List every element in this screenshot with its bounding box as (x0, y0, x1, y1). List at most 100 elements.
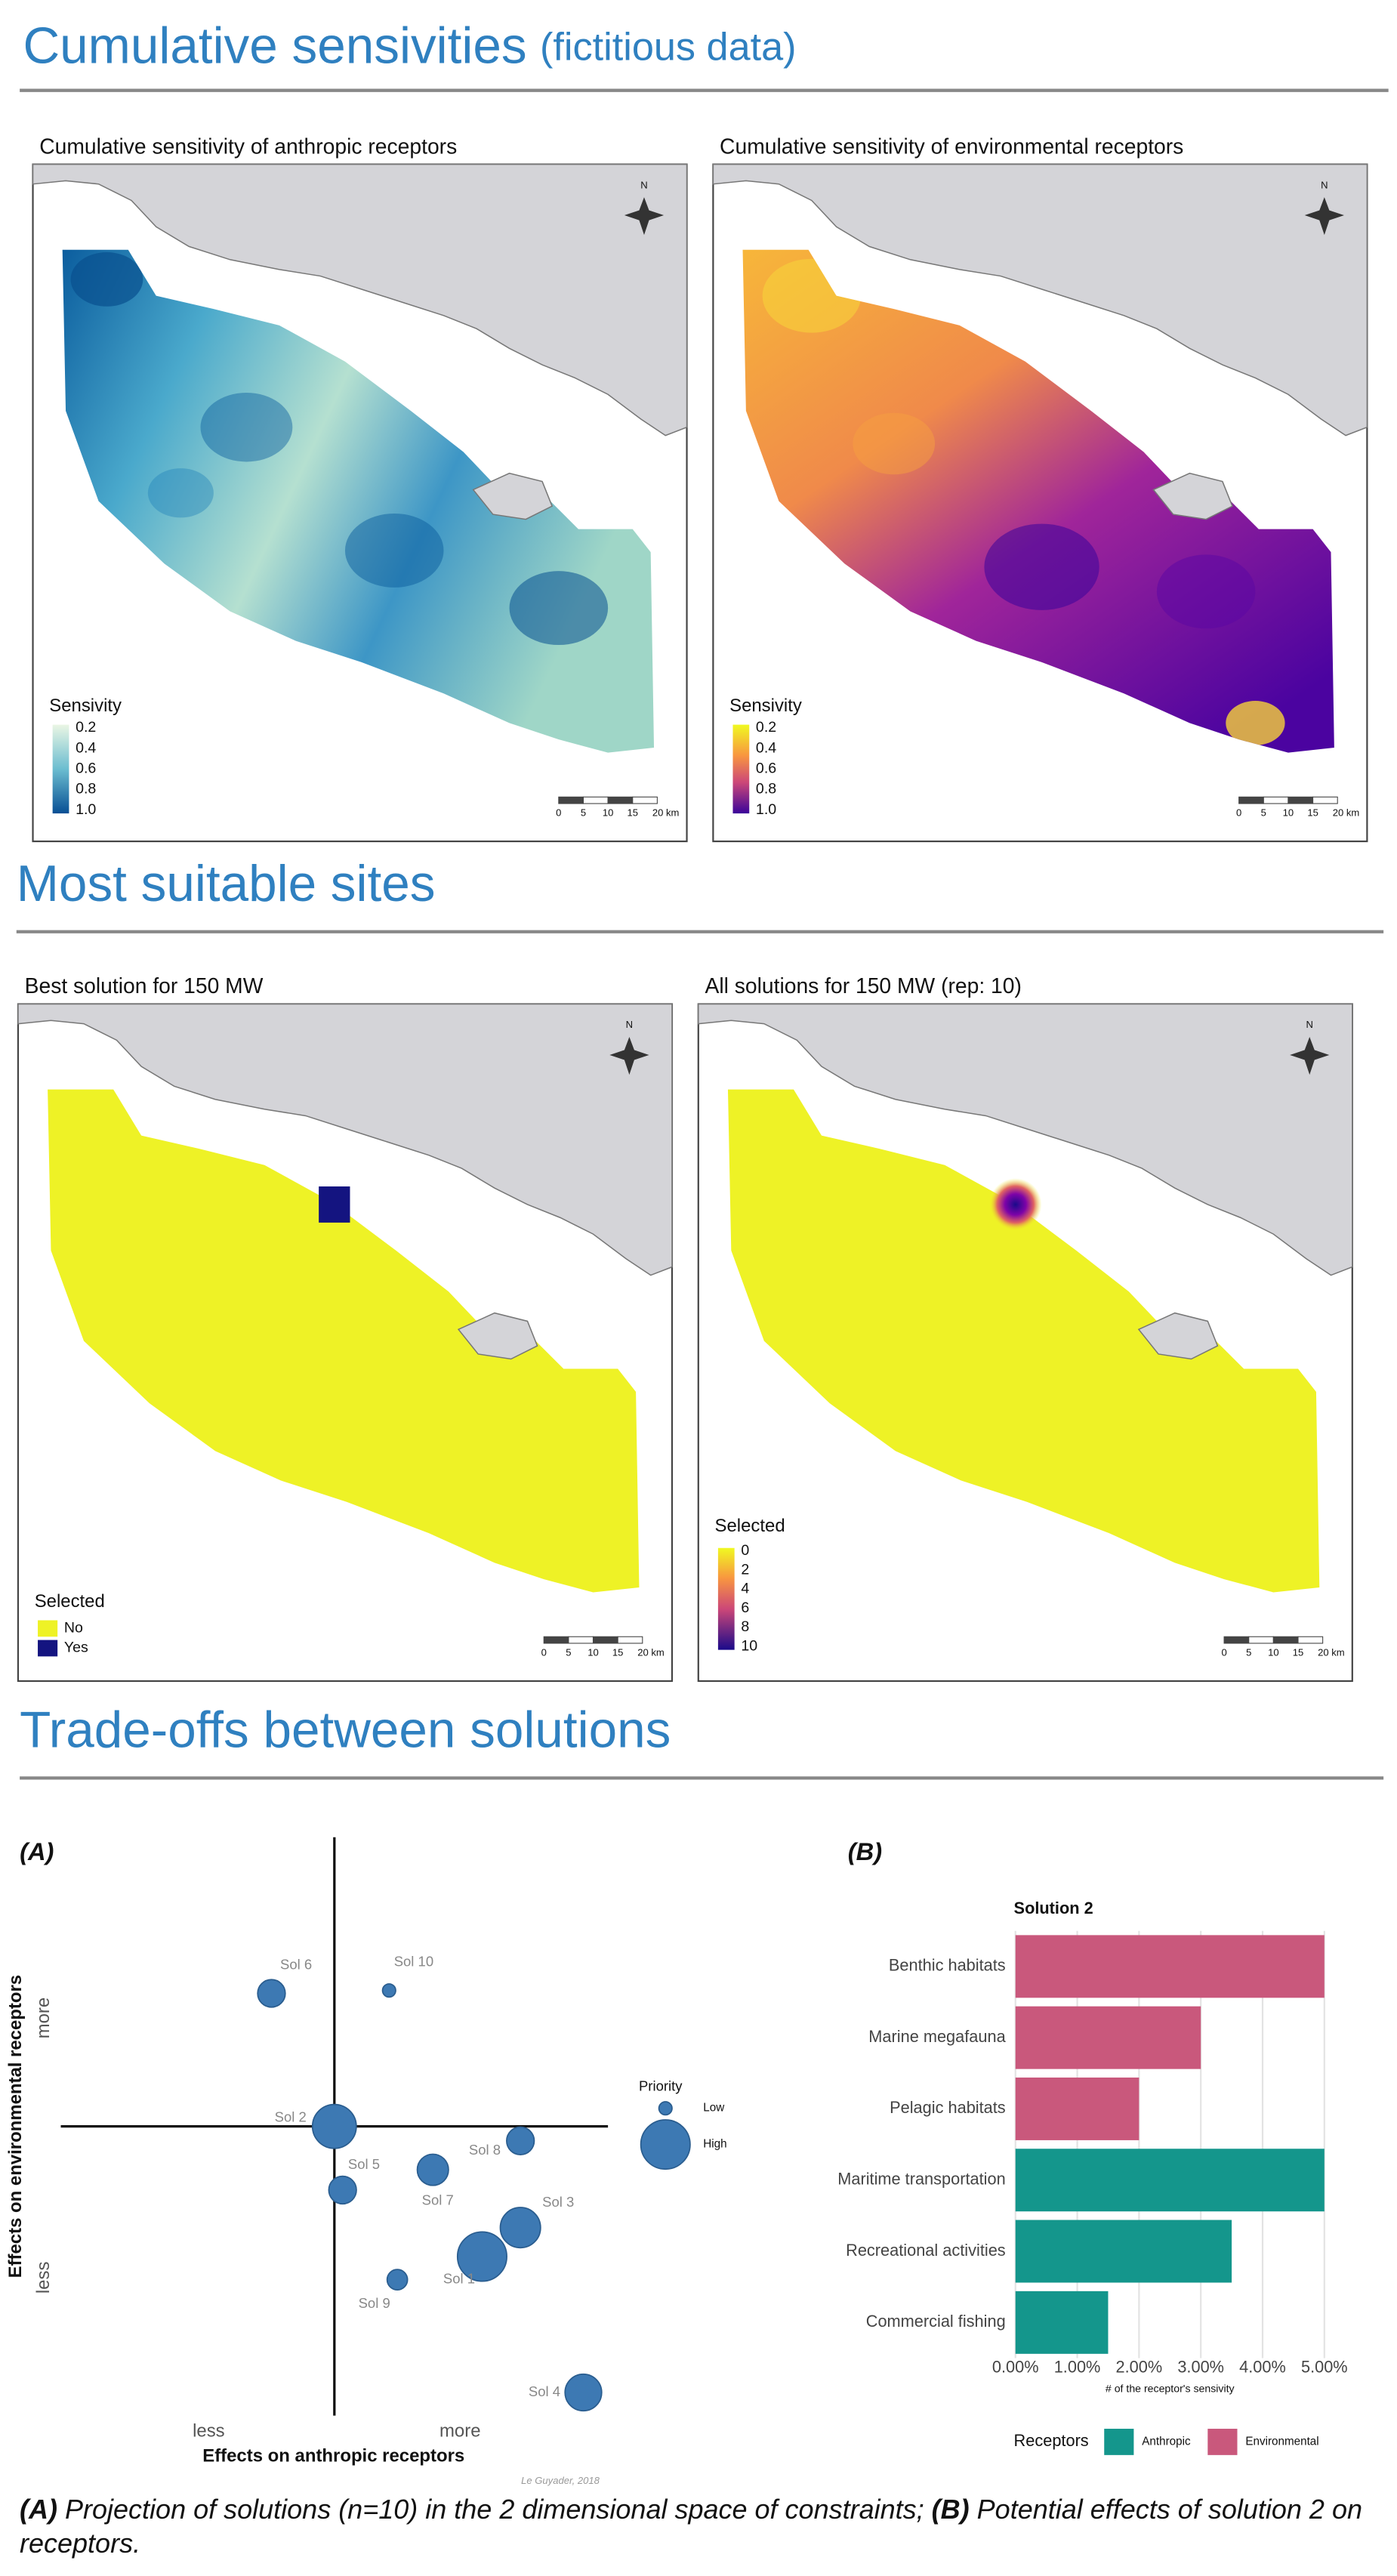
panel-label: (A) (20, 1837, 54, 1865)
scale-label: 5 (566, 1646, 571, 1658)
scale-bar (607, 796, 634, 804)
legend-label: 1.0 (76, 801, 96, 818)
scale-label: 15 (1293, 1646, 1304, 1658)
y-tick-label: Marine megafauna (868, 2027, 1006, 2046)
scale-bar (558, 796, 584, 804)
scale-label: 0 (1236, 807, 1241, 819)
legend-label: 0.8 (76, 781, 96, 797)
scale-bar (1312, 796, 1338, 804)
x-axis-title: Effects on anthropic receptors (202, 2445, 464, 2466)
caption-label: (B) (931, 2494, 970, 2525)
scale-label: 20 km (1333, 807, 1360, 819)
y-tick-label: Pelagic habitats (890, 2098, 1006, 2117)
texture-blob (984, 523, 1099, 610)
scale-bar (568, 1636, 594, 1644)
land (32, 163, 688, 437)
bubble (499, 2207, 541, 2249)
legend-label: 2 (741, 1561, 749, 1578)
point-label: Sol 4 (529, 2383, 560, 2399)
heading-text: Cumulative sensivities (23, 17, 526, 74)
legend-label: 0.6 (756, 760, 776, 777)
land (698, 1003, 1353, 1276)
heading-subtitle: (fictitious data) (540, 25, 797, 69)
island (457, 1312, 538, 1360)
scale-label: 5 (1261, 807, 1266, 819)
legend-label: Yes (64, 1640, 88, 1656)
legend-label: 0.8 (756, 781, 776, 797)
texture-blob (1156, 554, 1256, 629)
island (1152, 472, 1233, 520)
compass (624, 197, 665, 236)
point-label: Sol 10 (394, 1954, 433, 1970)
legend-label: 0 (741, 1542, 749, 1559)
caption: (A) Projection of solutions (n=10) in th… (20, 2492, 1379, 2560)
legend-title: Sensivity (49, 696, 122, 716)
legend-label: 8 (741, 1618, 749, 1635)
scale-label: 10 (603, 807, 614, 819)
y-axis-end-label: more (33, 1998, 54, 2039)
caption-label: (A) (20, 2494, 57, 2525)
bubble (386, 2269, 409, 2291)
scale-bar (1238, 796, 1264, 804)
land (17, 1003, 673, 1276)
scale-bar (1248, 1636, 1274, 1644)
y-axis-end-label: less (33, 2262, 54, 2294)
y-tick-label: Maritime transportation (837, 2169, 1005, 2188)
bubble (257, 1979, 286, 2008)
scale-label: 15 (627, 807, 638, 819)
legend-swatch (1104, 2429, 1134, 2455)
scale-label: 0 (556, 807, 561, 819)
scale-label: 10 (1268, 1646, 1279, 1658)
study-texture (762, 258, 1285, 745)
scale-bar (632, 796, 658, 804)
land (712, 163, 1368, 437)
map-title: All solutions for 150 MW (rep: 10) (705, 973, 1021, 998)
x-axis-title: # of the receptor's sensivity (1106, 2383, 1235, 2395)
selected-site (319, 1186, 350, 1223)
legend-label: Environmental (1245, 2435, 1318, 2448)
compass-label: N (1321, 179, 1328, 190)
legend-colorbar (732, 724, 750, 814)
study-area (62, 249, 655, 753)
map-title: Best solution for 150 MW (25, 973, 264, 998)
map-title: Cumulative sensitivity of anthropic rece… (39, 134, 457, 158)
texture-blob (344, 513, 444, 588)
scale-label: 20 km (637, 1646, 665, 1658)
map: N Selected 0 2 4 6 8 10 0 5 10 15 20 km (697, 1003, 1353, 1683)
point-label: Sol 9 (359, 2295, 390, 2311)
compass (1304, 197, 1344, 236)
caption-text: Projection of solutions (n=10) in the 2 … (65, 2494, 924, 2525)
point-label: Sol 3 (542, 2194, 574, 2210)
scale-bar (1223, 1636, 1250, 1644)
scale-label: 20 km (652, 807, 680, 819)
point-label: Sol 5 (348, 2156, 380, 2172)
bar (1015, 1935, 1325, 1998)
texture-blob (509, 571, 609, 646)
credit: Le Guyader, 2018 (521, 2475, 600, 2486)
texture-blob (853, 412, 936, 475)
bubble (416, 2153, 449, 2186)
y-tick-label: Commercial fishing (866, 2312, 1006, 2331)
bar (1015, 2291, 1109, 2354)
bubble (328, 2175, 357, 2205)
scale-bar (1263, 796, 1289, 804)
selected-site (988, 1178, 1042, 1231)
study-texture (70, 252, 609, 646)
x-tick-label: 1.00% (1054, 2357, 1101, 2376)
point-label: Sol 8 (469, 2142, 501, 2158)
legend-title: Receptors (1014, 2431, 1089, 2450)
y-axis-title: Effects on environmental receptors (5, 1975, 26, 2278)
bubble (311, 2103, 357, 2149)
bar (1015, 2220, 1232, 2283)
legend-label: 10 (741, 1637, 757, 1654)
legend-label: No (64, 1620, 83, 1637)
scale-bar (1288, 796, 1314, 804)
scale-bar (1297, 1636, 1324, 1644)
compass (1290, 1037, 1330, 1075)
legend-swatch (1207, 2429, 1238, 2455)
legend-label: 0.2 (756, 719, 776, 736)
legend-title: Sensivity (729, 696, 802, 716)
size-legend-label: High (703, 2138, 726, 2151)
